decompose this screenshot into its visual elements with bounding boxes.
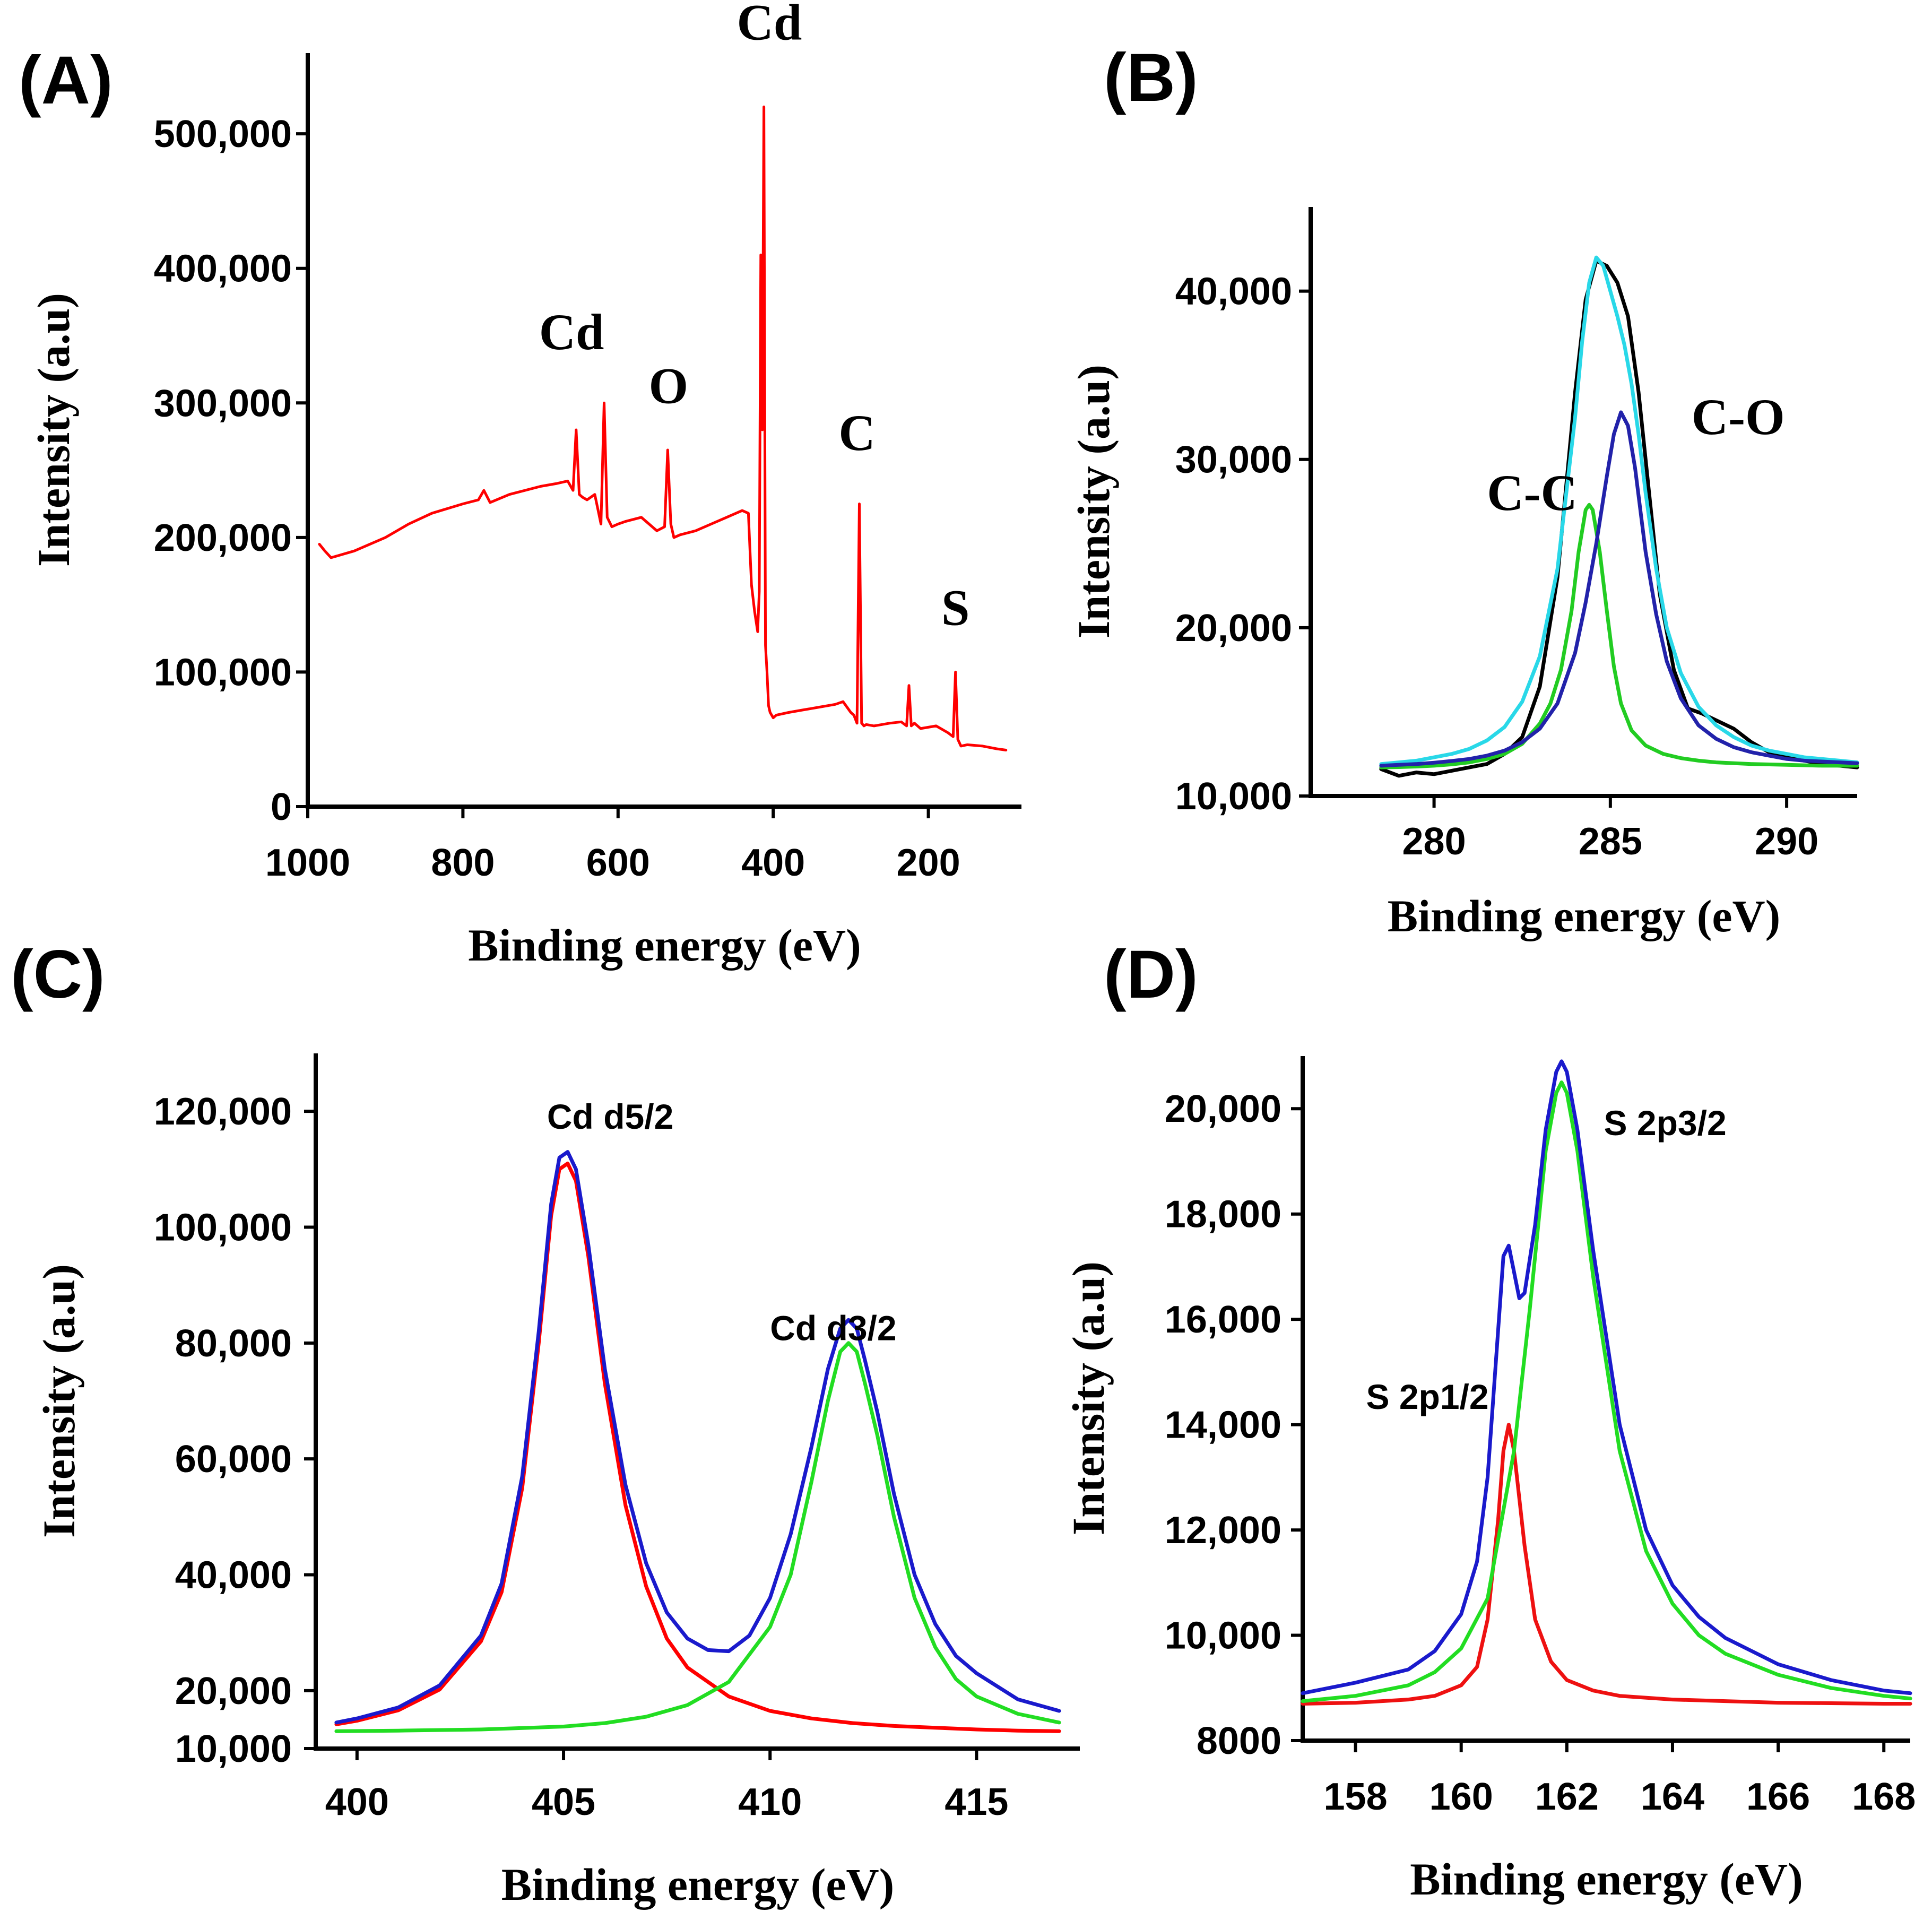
x-tick-label: 415 bbox=[945, 1781, 1008, 1823]
y-tick-label: 40,000 bbox=[175, 1554, 292, 1597]
y-tick-label: 8000 bbox=[1197, 1720, 1281, 1762]
x-tick-label: 168 bbox=[1852, 1776, 1916, 1818]
peak-annotation: O bbox=[648, 357, 688, 414]
series-line-envelope-fit bbox=[1379, 255, 1859, 766]
y-tick-label: 40,000 bbox=[1175, 271, 1292, 313]
x-tick-label: 410 bbox=[738, 1781, 802, 1823]
y-tick-label: 20,000 bbox=[175, 1670, 292, 1712]
y-axis-title: Intensity (a.u) bbox=[1063, 1261, 1114, 1535]
panel-label-a: (A) bbox=[19, 42, 113, 118]
panel-c: (C) 10,000 20,000 40,000 60,000 80,000 100,000… bbox=[11, 937, 1080, 1910]
x-tick-label: 164 bbox=[1641, 1776, 1704, 1818]
x-tick-label: 160 bbox=[1429, 1776, 1493, 1818]
peak-annotation: S 2p1/2 bbox=[1366, 1377, 1488, 1416]
x-tick-label: 166 bbox=[1746, 1776, 1810, 1818]
y-tick-label: 10,000 bbox=[175, 1728, 292, 1770]
x-tick-label: 200 bbox=[896, 842, 960, 884]
panel-label-d: (D) bbox=[1104, 937, 1198, 1013]
x-tick-label: 158 bbox=[1323, 1776, 1387, 1818]
x-tick-label: 290 bbox=[1755, 820, 1818, 863]
panel-label-c: (C) bbox=[11, 937, 105, 1013]
y-tick-label: 0 bbox=[271, 786, 292, 828]
x-tick-label: 400 bbox=[325, 1781, 389, 1823]
panel-b: (B) 10,000 20,000 30,000 40,000 280 285 290 Bind… bbox=[1068, 40, 1859, 941]
y-tick-label: 200,000 bbox=[154, 517, 292, 559]
y-tick-label: 100,000 bbox=[154, 651, 292, 694]
y-tick-label: 60,000 bbox=[175, 1438, 292, 1481]
y-tick-label: 18,000 bbox=[1165, 1193, 1281, 1236]
y-tick-label: 20,000 bbox=[1175, 607, 1292, 650]
series-line-c-o bbox=[1379, 410, 1859, 768]
y-tick-label: 30,000 bbox=[1175, 439, 1292, 481]
peak-annotation: Cd bbox=[539, 304, 604, 360]
y-tick-label: 500,000 bbox=[154, 113, 292, 155]
y-tick-label: 16,000 bbox=[1165, 1299, 1281, 1341]
x-tick-label: 162 bbox=[1535, 1776, 1599, 1818]
y-tick-label: 14,000 bbox=[1165, 1404, 1281, 1447]
y-tick-label: 80,000 bbox=[175, 1322, 292, 1365]
y-tick-label: 100,000 bbox=[154, 1207, 292, 1249]
x-tick-label: 600 bbox=[586, 842, 650, 884]
panel-a: (A) 0 100,000 200,000 300,000 400,000 500,000 1… bbox=[19, 0, 1021, 971]
peak-annotation: Cd d3/2 bbox=[770, 1308, 896, 1347]
x-axis-title: Binding energy (eV) bbox=[501, 1859, 895, 1910]
peak-annotation: C-O bbox=[1692, 388, 1785, 445]
series-line-cd-3d3-2-component bbox=[334, 1341, 1061, 1733]
peak-annotation: C-C bbox=[1487, 464, 1578, 521]
x-tick-label: 405 bbox=[532, 1781, 595, 1823]
x-tick-label: 800 bbox=[431, 842, 495, 884]
series-line-s-2p3-2-component bbox=[1301, 1080, 1912, 1703]
x-tick-label: 1000 bbox=[265, 842, 350, 884]
y-tick-label: 12,000 bbox=[1165, 1509, 1281, 1552]
y-tick-label: 400,000 bbox=[154, 248, 292, 290]
y-tick-label: 10,000 bbox=[1175, 775, 1292, 818]
y-tick-label: 10,000 bbox=[1165, 1615, 1281, 1657]
x-axis-title: Binding energy (eV) bbox=[468, 920, 861, 971]
x-tick-label: 280 bbox=[1402, 820, 1466, 863]
panel-d: (D) 8000 10,000 12,000 14,000 16,000 18,000 20,… bbox=[1063, 937, 1916, 1905]
series-line-envelope bbox=[1301, 1059, 1912, 1696]
x-axis-title: Binding energy (eV) bbox=[1388, 890, 1781, 941]
series-line-c-c bbox=[1379, 503, 1859, 769]
peak-annotation: Cd d5/2 bbox=[547, 1097, 673, 1136]
x-tick-label: 285 bbox=[1579, 820, 1642, 863]
peak-annotation: S 2p3/2 bbox=[1604, 1103, 1727, 1143]
y-tick-label: 20,000 bbox=[1165, 1088, 1281, 1130]
y-axis-title: Intensity (a.u) bbox=[28, 293, 79, 567]
peak-annotation: Cd bbox=[737, 0, 802, 51]
peak-annotation: S bbox=[941, 579, 969, 636]
panel-label-b: (B) bbox=[1104, 40, 1198, 116]
x-tick-label: 400 bbox=[741, 842, 805, 884]
series-line-cd-3d5-2-component bbox=[334, 1161, 1061, 1733]
series-line-envelope bbox=[334, 1150, 1061, 1725]
series-line-s-2p1-2-component bbox=[1301, 1423, 1912, 1706]
y-axis-title: Intensity (a.u) bbox=[33, 1264, 84, 1538]
peak-annotation: C bbox=[838, 404, 875, 461]
y-tick-label: 120,000 bbox=[154, 1091, 292, 1133]
y-axis-title: Intensity (a.u) bbox=[1068, 365, 1119, 638]
x-axis-title: Binding energy (eV) bbox=[1410, 1854, 1803, 1905]
y-tick-label: 300,000 bbox=[154, 382, 292, 425]
series-line-survey bbox=[318, 105, 1008, 751]
